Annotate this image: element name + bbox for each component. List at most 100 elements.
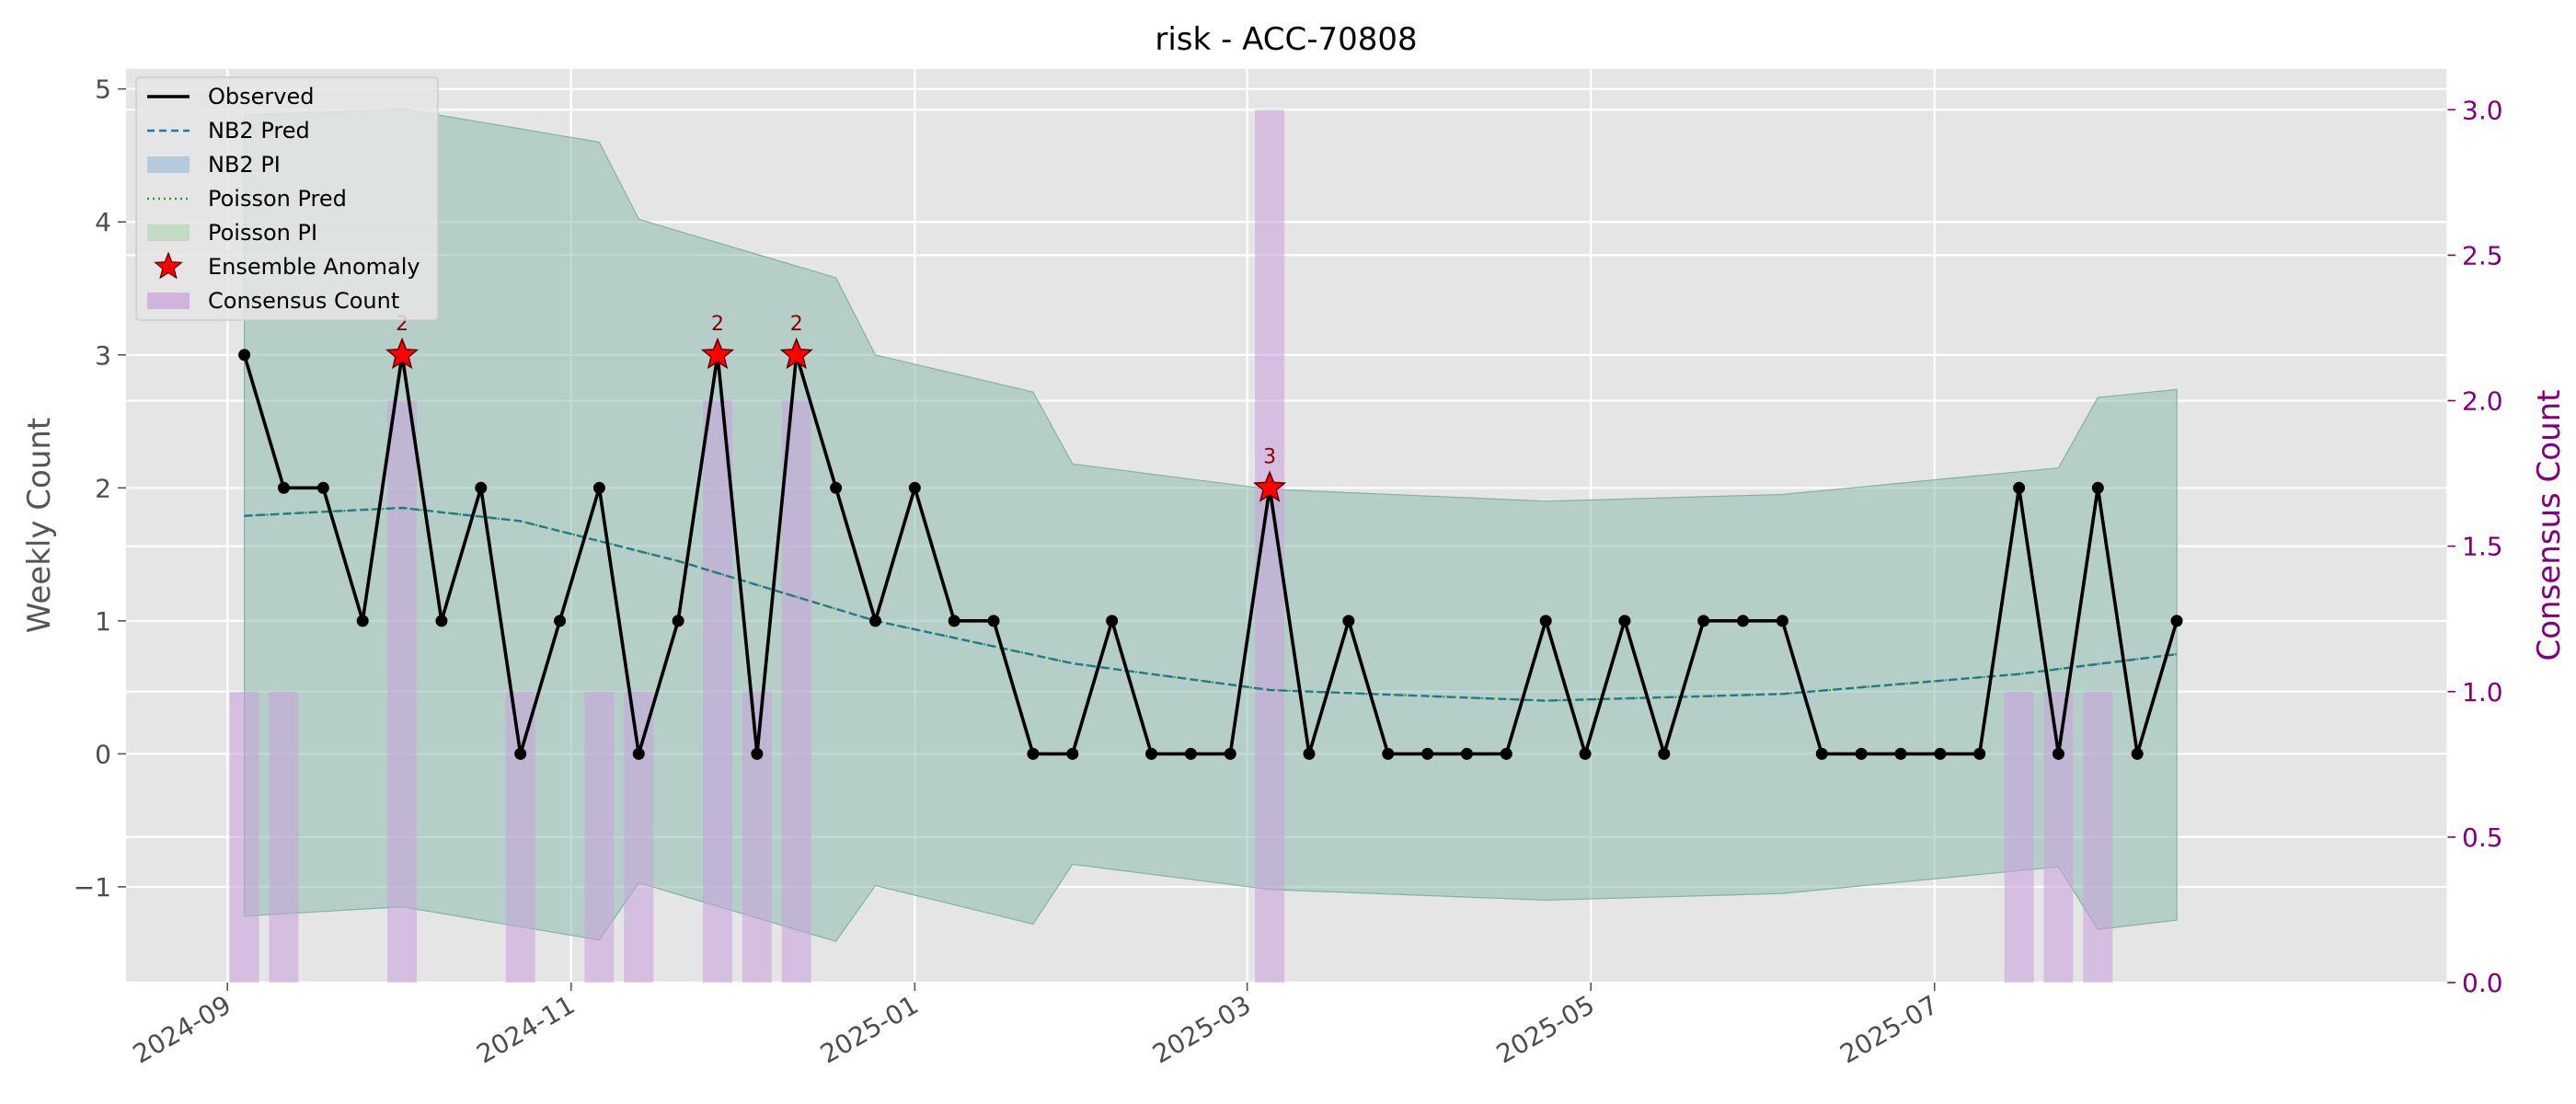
legend-swatch-consensus <box>147 293 190 309</box>
legend-swatch-nb2-pi <box>147 156 190 173</box>
observed-point <box>1934 747 1947 760</box>
observed-point <box>1500 747 1512 760</box>
y-tick-label: 0 <box>95 739 111 769</box>
legend-label: Consensus Count <box>208 288 399 314</box>
observed-point <box>948 615 960 627</box>
observed-point <box>238 349 251 362</box>
y-tick-label: 4 <box>95 207 111 237</box>
observed-point <box>632 747 645 760</box>
y-right-tick-label: 2.0 <box>2462 386 2503 417</box>
observed-point <box>277 481 290 494</box>
observed-point <box>2170 615 2183 627</box>
consensus-bar <box>229 691 259 983</box>
consensus-bar <box>781 400 811 983</box>
consensus-bar <box>702 400 732 983</box>
observed-point <box>1421 747 1434 760</box>
observed-point <box>1815 747 1828 760</box>
y-axis-label-right: Consensus Count <box>2531 389 2568 661</box>
observed-point <box>908 481 921 494</box>
observed-point <box>1066 747 1079 760</box>
anomaly-label: 2 <box>711 313 724 336</box>
legend: Observed NB2 Pred NB2 PI Poisson Pred Poisso… <box>135 76 439 321</box>
observed-point <box>868 615 881 627</box>
pred-layer <box>244 506 2178 702</box>
x-tick-label: 2025-05 <box>1491 989 1600 1069</box>
consensus-bar <box>269 691 299 983</box>
x-tick-label: 2024-09 <box>128 989 236 1069</box>
legend-label: Ensemble Anomaly <box>208 254 420 280</box>
legend-swatch-poisson-pi <box>147 224 190 241</box>
consensus-layer <box>229 109 2113 983</box>
observed-point <box>1618 615 1631 627</box>
observed-layer <box>238 349 2183 760</box>
consensus-bar <box>505 691 535 983</box>
observed-point <box>554 615 567 627</box>
anomaly-star <box>385 337 420 370</box>
observed-line <box>242 352 2179 756</box>
y-tick-label: 2 <box>95 473 111 503</box>
legend-item: Ensemble Anomaly <box>154 251 420 280</box>
anomaly-label: 2 <box>790 313 803 336</box>
x-tick-label: 2024-11 <box>471 989 580 1069</box>
anomaly-star <box>700 337 735 370</box>
observed-point <box>475 481 488 494</box>
legend-swatch-anomaly <box>154 251 183 280</box>
y-tick-label: 1 <box>95 606 111 637</box>
y-right-tick-label: 1.0 <box>2462 677 2503 707</box>
observed-point <box>2131 747 2144 760</box>
y-right-tick-label: 1.5 <box>2462 532 2503 562</box>
observed-point <box>1579 747 1592 760</box>
anomaly-label: 3 <box>1263 445 1276 468</box>
legend-item: NB2 PI <box>147 152 281 178</box>
observed-point <box>1539 615 1552 627</box>
consensus-bar <box>584 691 615 983</box>
observed-point <box>987 615 1000 627</box>
observed-point <box>1658 747 1671 760</box>
observed-point <box>1184 747 1197 760</box>
legend-label: NB2 Pred <box>208 118 310 144</box>
observed-point <box>1224 747 1236 760</box>
legend-label: NB2 PI <box>208 152 281 178</box>
observed-point <box>1697 615 1710 627</box>
observed-point <box>435 615 448 627</box>
observed-point <box>1027 747 1040 760</box>
x-tick-label: 2025-01 <box>815 989 924 1069</box>
observed-point <box>2091 481 2104 494</box>
observed-point <box>514 747 527 760</box>
observed-point <box>1382 747 1395 760</box>
legend-label: Poisson Pred <box>208 186 347 212</box>
x-tick-label: 2025-03 <box>1147 989 1256 1069</box>
observed-point <box>1342 615 1355 627</box>
observed-point <box>2052 747 2064 760</box>
y-tick-label: −1 <box>74 872 111 903</box>
observed-point <box>1855 747 1868 760</box>
observed-point <box>1303 747 1316 760</box>
legend-label: Observed <box>208 84 314 109</box>
x-tick-label: 2025-07 <box>1834 989 1943 1069</box>
y-right-tick-label: 2.5 <box>2462 240 2503 270</box>
observed-point <box>1460 747 1473 760</box>
observed-point <box>1776 615 1788 627</box>
observed-point <box>830 481 843 494</box>
observed-point <box>1737 615 1750 627</box>
observed-point <box>1973 747 1986 760</box>
y-right-tick-label: 3.0 <box>2462 95 2503 125</box>
observed-point <box>1106 615 1119 627</box>
anomaly-star <box>779 337 813 370</box>
y-right-tick-label: 0.5 <box>2462 822 2503 853</box>
legend-box <box>135 76 439 321</box>
observed-point <box>751 747 764 760</box>
observed-point <box>1145 747 1158 760</box>
consensus-bar <box>742 691 772 983</box>
observed-point <box>2013 481 2026 494</box>
legend-item: Poisson PI <box>147 220 317 246</box>
consensus-bar <box>624 691 654 983</box>
chart-title: risk - ACC-70808 <box>1155 21 1417 58</box>
legend-item: Consensus Count <box>147 288 399 314</box>
y-right-tick-label: 0.0 <box>2462 968 2503 998</box>
legend-item: NB2 Pred <box>147 118 310 144</box>
consensus-bar <box>2083 691 2113 983</box>
anomaly-star <box>1253 470 1287 502</box>
